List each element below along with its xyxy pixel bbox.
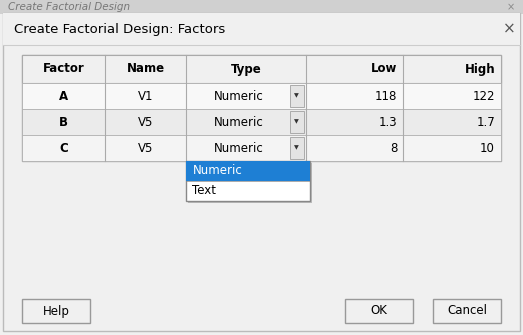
Text: 1.3: 1.3 [379,116,397,129]
Bar [290,85,303,107]
Bar [22,83,501,109]
Text: High: High [464,63,495,75]
Text: V5: V5 [138,116,154,129]
Text: ▼: ▼ [294,145,299,150]
Text: 122: 122 [472,89,495,103]
Bar [22,299,90,323]
Text: Text: Text [192,185,217,198]
Text: ▼: ▼ [294,93,299,98]
Text: Numeric: Numeric [214,116,264,129]
Bar [22,55,501,83]
Text: Cancel: Cancel [447,305,487,318]
Bar [345,299,413,323]
Text: Create Factorial Design: Factors: Create Factorial Design: Factors [14,22,225,36]
Bar [186,161,310,201]
Text: Name: Name [127,63,165,75]
Bar [3,13,520,45]
Text: C: C [59,141,68,154]
Text: 118: 118 [375,89,397,103]
Text: V5: V5 [138,141,154,154]
Text: ×: × [507,2,515,12]
Text: Type: Type [231,63,262,75]
Text: OK: OK [371,305,388,318]
Text: B: B [59,116,68,129]
Text: Numeric: Numeric [214,141,264,154]
Bar [188,163,312,203]
Bar [22,109,501,135]
Text: 10: 10 [480,141,495,154]
Bar [22,135,501,161]
Text: Create Factorial Design: Create Factorial Design [8,2,130,12]
Bar [290,111,303,133]
Text: ×: × [503,21,515,37]
Text: Factor: Factor [43,63,85,75]
Text: A: A [59,89,69,103]
Text: Help: Help [42,305,70,318]
Text: Numeric: Numeric [192,164,242,178]
Bar [433,299,501,323]
Text: V1: V1 [138,89,154,103]
Bar [186,161,310,181]
Text: Numeric: Numeric [214,89,264,103]
Text: 1.7: 1.7 [476,116,495,129]
Bar [0,0,523,14]
Text: Low: Low [371,63,397,75]
Text: ▼: ▼ [294,120,299,125]
Bar [22,55,501,161]
Bar [290,137,303,159]
Text: 8: 8 [390,141,397,154]
